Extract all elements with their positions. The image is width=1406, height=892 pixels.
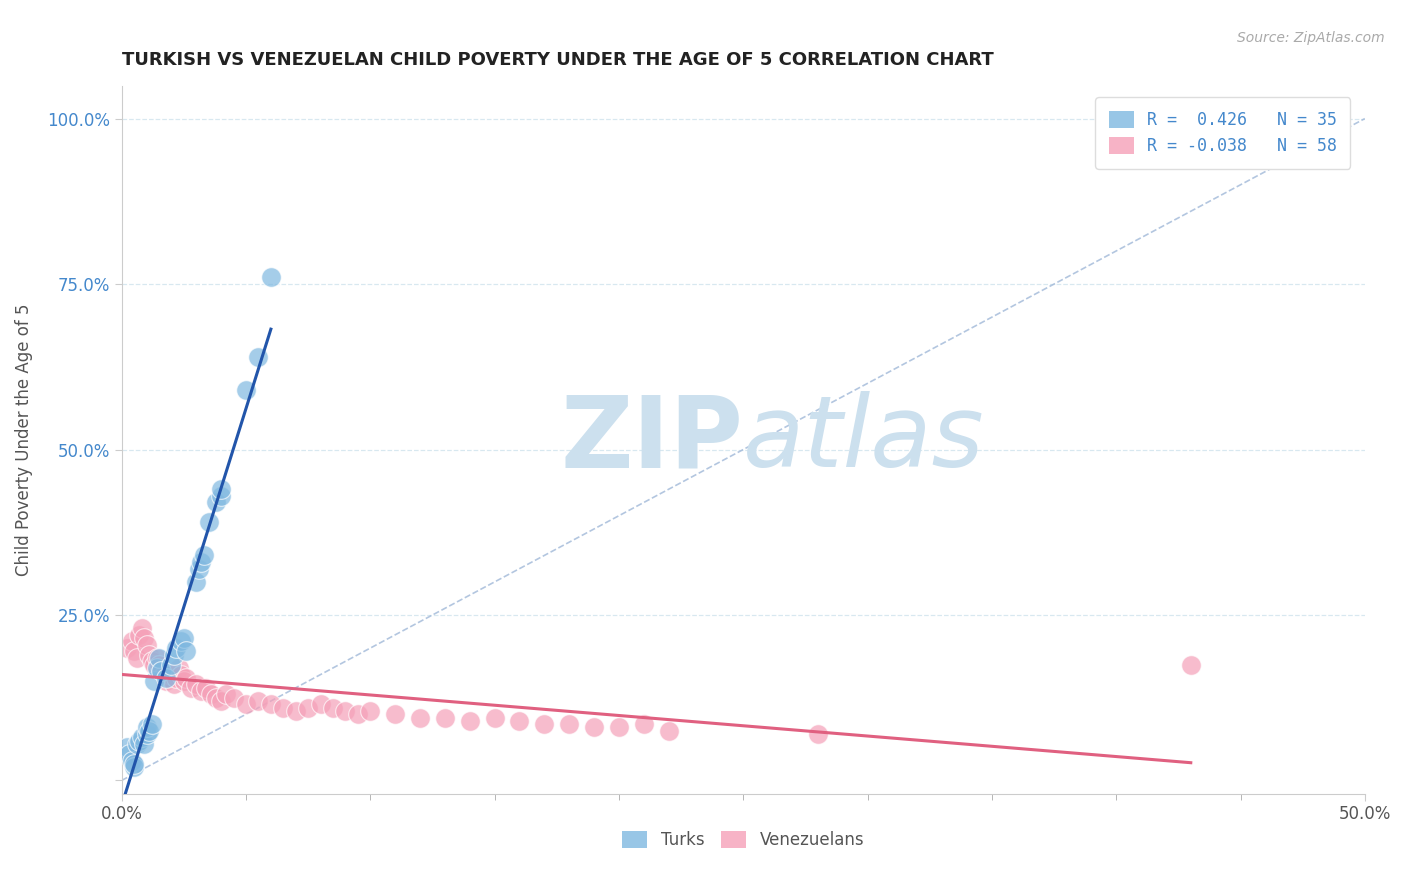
Point — [160, 657, 183, 672]
Point — [135, 721, 157, 735]
Point — [173, 674, 195, 689]
Point — [165, 641, 187, 656]
Text: ZIP: ZIP — [561, 391, 744, 488]
Point — [170, 667, 193, 681]
Point — [433, 710, 456, 724]
Point — [209, 694, 232, 708]
Point — [558, 717, 581, 731]
Point — [176, 671, 198, 685]
Point — [153, 667, 176, 681]
Point — [148, 657, 170, 672]
Point — [180, 681, 202, 695]
Point — [260, 698, 283, 712]
Point — [157, 671, 180, 685]
Point — [150, 665, 173, 679]
Point — [145, 651, 167, 665]
Point — [135, 727, 157, 741]
Point — [155, 674, 177, 689]
Point — [658, 723, 681, 738]
Point — [186, 574, 208, 589]
Point — [131, 621, 153, 635]
Point — [247, 694, 270, 708]
Point — [205, 690, 228, 705]
Point — [222, 690, 245, 705]
Point — [271, 700, 294, 714]
Point — [115, 641, 138, 656]
Point — [121, 634, 143, 648]
Point — [193, 549, 215, 563]
Point — [135, 638, 157, 652]
Point — [583, 721, 606, 735]
Point — [384, 707, 406, 722]
Point — [128, 733, 150, 747]
Point — [260, 270, 283, 285]
Point — [143, 674, 166, 689]
Point — [347, 707, 370, 722]
Point — [247, 350, 270, 364]
Point — [150, 665, 173, 679]
Point — [173, 631, 195, 645]
Point — [607, 721, 630, 735]
Point — [122, 644, 145, 658]
Point — [138, 648, 160, 662]
Point — [186, 677, 208, 691]
Point — [165, 671, 187, 685]
Point — [284, 704, 307, 718]
Point — [190, 684, 212, 698]
Point — [359, 704, 381, 718]
Legend: R =  0.426   N = 35, R = -0.038   N = 58: R = 0.426 N = 35, R = -0.038 N = 58 — [1095, 97, 1350, 169]
Point — [209, 489, 232, 503]
Point — [297, 700, 319, 714]
Point — [138, 723, 160, 738]
Point — [132, 737, 155, 751]
Point — [533, 717, 555, 731]
Point — [121, 754, 143, 768]
Point — [235, 383, 257, 397]
Point — [118, 747, 141, 761]
Text: atlas: atlas — [744, 391, 984, 488]
Point — [187, 562, 209, 576]
Point — [807, 727, 830, 741]
Point — [484, 710, 506, 724]
Point — [209, 482, 232, 496]
Point — [148, 651, 170, 665]
Point — [167, 661, 190, 675]
Point — [163, 648, 186, 662]
Point — [125, 651, 148, 665]
Point — [508, 714, 530, 728]
Point — [141, 717, 163, 731]
Point — [115, 740, 138, 755]
Point — [235, 698, 257, 712]
Point — [335, 704, 357, 718]
Point — [155, 671, 177, 685]
Point — [197, 516, 219, 530]
Point — [170, 634, 193, 648]
Point — [458, 714, 481, 728]
Point — [322, 700, 344, 714]
Point — [205, 495, 228, 509]
Point — [132, 631, 155, 645]
Point — [141, 654, 163, 668]
Point — [125, 737, 148, 751]
Point — [195, 681, 218, 695]
Text: TURKISH VS VENEZUELAN CHILD POVERTY UNDER THE AGE OF 5 CORRELATION CHART: TURKISH VS VENEZUELAN CHILD POVERTY UNDE… — [122, 51, 994, 69]
Point — [122, 756, 145, 771]
Point — [128, 628, 150, 642]
Text: Source: ZipAtlas.com: Source: ZipAtlas.com — [1237, 31, 1385, 45]
Y-axis label: Child Poverty Under the Age of 5: Child Poverty Under the Age of 5 — [15, 303, 32, 576]
Point — [131, 731, 153, 745]
Point — [200, 687, 222, 701]
Point — [163, 677, 186, 691]
Point — [145, 661, 167, 675]
Point — [215, 687, 238, 701]
Point — [633, 717, 655, 731]
Point — [309, 698, 332, 712]
Point — [1180, 657, 1202, 672]
Point — [160, 667, 183, 681]
Point — [143, 657, 166, 672]
Point — [409, 710, 432, 724]
Point — [176, 644, 198, 658]
Point — [122, 760, 145, 774]
Point — [190, 555, 212, 569]
